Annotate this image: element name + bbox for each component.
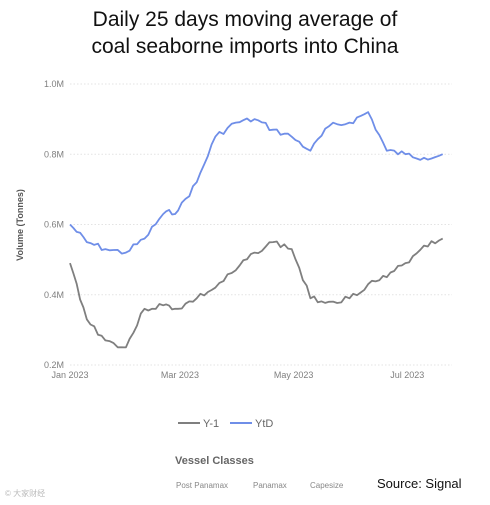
chart-title-line-2: coal seaborne imports into China [91, 35, 399, 58]
legend-label[interactable]: YtD [255, 418, 273, 430]
series-lines [69, 111, 444, 349]
y-tick-label: 0.6M [44, 220, 64, 230]
x-tick-label: Mar 2023 [161, 370, 199, 380]
y-tick-label: 1.0M [44, 79, 64, 89]
vessel-class-capesize[interactable]: Capesize [310, 481, 344, 490]
y-tick-label: 0.2M [44, 360, 64, 370]
y-axis-label: Volume (Tonnes) [15, 189, 25, 261]
series-line-ytd [69, 111, 444, 255]
x-tick-label: Jan 2023 [51, 370, 88, 380]
chart-title: Daily 25 days moving average of coal sea… [0, 6, 490, 60]
series-line-y-1 [69, 237, 444, 349]
x-tick-label: Jul 2023 [390, 370, 424, 380]
y-axis-ticks: 0.2M 0.4M 0.6M 0.8M 1.0M [44, 79, 64, 370]
chart-title-line-1: Daily 25 days moving average of [92, 8, 398, 31]
vessel-classes-title: Vessel Classes [175, 455, 254, 467]
x-axis-ticks: Jan 2023 Mar 2023 May 2023 Jul 2023 [51, 370, 424, 380]
source-note: Source: Signal [377, 476, 462, 491]
series-legend: Y-1 YtD [178, 418, 273, 430]
watermark: © 大家财经 [5, 489, 46, 498]
vessel-class-post-panamax[interactable]: Post Panamax [176, 481, 229, 490]
legend-label[interactable]: Y-1 [203, 418, 219, 430]
y-tick-label: 0.4M [44, 290, 64, 300]
x-tick-label: May 2023 [274, 370, 314, 380]
y-tick-label: 0.8M [44, 149, 64, 159]
vessel-class-panamax[interactable]: Panamax [253, 481, 287, 490]
grid-lines [70, 83, 452, 366]
